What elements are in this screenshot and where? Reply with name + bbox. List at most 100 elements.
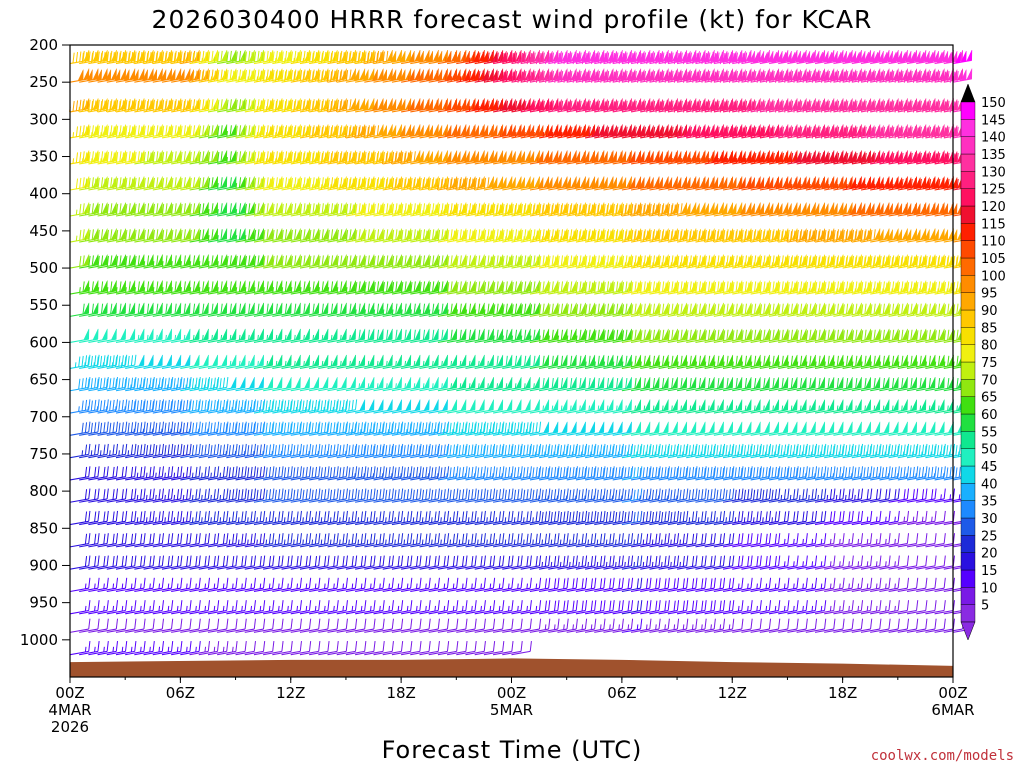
x-tick-label: 00Z — [55, 684, 84, 702]
colorbar-swatch — [960, 535, 976, 553]
x-tick-label: 5MAR — [490, 701, 533, 719]
wind-barb — [69, 377, 91, 392]
colorbar-swatch — [960, 396, 976, 415]
wind-barbs — [69, 49, 974, 656]
colorbar-label: 10 — [981, 581, 998, 596]
colorbar-label: 50 — [981, 443, 998, 458]
wind-barb — [382, 49, 402, 65]
colorbar-swatch — [960, 223, 976, 241]
wind-barb — [69, 640, 91, 656]
wind-barb — [474, 68, 494, 83]
x-tick-label: 18Z — [386, 684, 415, 702]
wind-barb — [428, 98, 448, 113]
wind-barb — [391, 49, 412, 65]
wind-barb — [134, 68, 154, 83]
wind-barb — [69, 510, 91, 526]
wind-barb — [79, 68, 99, 83]
wind-barb — [447, 124, 467, 139]
y-tick-label: 1000 — [20, 631, 58, 649]
y-tick-label: 900 — [29, 556, 58, 574]
y-tick-label: 650 — [29, 371, 58, 389]
wind-barb — [437, 124, 458, 139]
wind-barb — [373, 68, 393, 83]
wind-barb — [198, 124, 218, 139]
terrain-fill — [70, 658, 953, 677]
wind-barb — [69, 600, 91, 615]
wind-barb — [456, 49, 476, 65]
colorbar-label: 35 — [981, 495, 998, 510]
wind-barb — [410, 124, 430, 139]
wind-barb — [382, 68, 402, 83]
colorbar-label: 45 — [981, 460, 998, 475]
wind-barb — [493, 98, 513, 113]
colorbar-label: 95 — [981, 287, 998, 302]
colorbar-label: 20 — [981, 547, 998, 562]
credit-link[interactable]: coolwx.com/models — [871, 748, 1014, 764]
colorbar-swatch — [960, 327, 976, 345]
x-axis-title: Forecast Time (UTC) — [382, 736, 643, 764]
colorbar-label: 80 — [981, 339, 998, 354]
x-tick-label: 12Z — [276, 684, 305, 702]
y-tick-label: 250 — [29, 73, 58, 91]
wind-barb — [69, 254, 90, 269]
wind-barb — [373, 98, 393, 113]
wind-barb — [391, 98, 412, 113]
colorbar-swatch — [960, 500, 976, 519]
wind-barb — [69, 328, 90, 343]
wind-barb — [483, 98, 504, 113]
wind-barb — [345, 124, 366, 139]
wind-barb — [382, 98, 402, 113]
wind-barb — [355, 98, 375, 113]
colorbar-swatch — [960, 171, 976, 189]
wind-barb — [382, 124, 402, 139]
wind-barb — [69, 533, 91, 548]
wind-barb — [189, 124, 209, 139]
wind-barb — [364, 68, 384, 83]
wind-barb — [824, 49, 844, 65]
y-tick-label: 500 — [29, 259, 58, 277]
colorbar-label: 150 — [981, 96, 1006, 111]
colorbar-swatch — [960, 483, 976, 501]
colorbar-swatch — [960, 309, 976, 328]
wind-barb — [373, 124, 393, 139]
wind-barb — [69, 577, 91, 593]
wind-barb — [428, 49, 448, 65]
wind-barb — [447, 68, 467, 83]
wind-barb — [309, 49, 329, 65]
wind-barb — [401, 49, 421, 65]
wind-barb — [69, 280, 90, 295]
colorbar-arrow-top — [960, 83, 976, 103]
wind-barb — [391, 68, 412, 83]
colorbar-swatch — [960, 517, 976, 536]
colorbar-swatch — [960, 101, 976, 120]
colorbar-swatch — [960, 431, 976, 449]
wind-barb — [447, 98, 467, 113]
wind-barb — [363, 124, 384, 139]
y-axis: 200 250 300 350 400 450 500 550 600 650 700 750 800 8… — [20, 36, 70, 649]
y-tick-label: 350 — [29, 148, 58, 166]
wind-barb — [949, 68, 973, 83]
colorbar-label: 85 — [981, 321, 998, 336]
wind-barb — [738, 49, 761, 65]
wind-barb — [88, 68, 108, 83]
colorbar-swatch — [960, 153, 976, 172]
wind-barb — [97, 68, 117, 83]
wind-barb — [226, 49, 246, 65]
wind-barb — [401, 68, 421, 83]
x-tick-label: 06Z — [166, 684, 195, 702]
colorbar-label: 120 — [981, 200, 1006, 215]
y-tick-label: 800 — [29, 482, 58, 500]
wind-barb — [290, 124, 310, 139]
chart-title: 2026030400 HRRR forecast wind profile (k… — [152, 5, 873, 34]
y-tick-label: 300 — [29, 110, 58, 128]
wind-barb — [281, 49, 301, 65]
colorbar-swatch — [960, 188, 976, 207]
wind-barb — [879, 49, 899, 65]
colorbar-swatch — [960, 604, 976, 623]
colorbar-label: 105 — [981, 252, 1006, 267]
colorbar-swatch — [960, 119, 976, 137]
colorbar-swatch — [960, 465, 976, 484]
x-tick-label: 00Z — [938, 684, 967, 702]
x-tick-label: 4MAR — [48, 701, 91, 719]
